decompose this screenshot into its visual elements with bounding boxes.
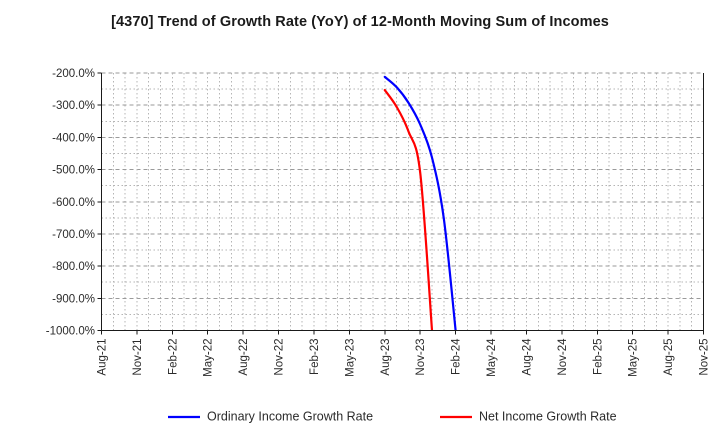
y-axis-tick-labels: -200.0% -300.0% -400.0% -500.0% -600.0% -700.…	[46, 68, 102, 338]
y-axis-tick-label: -400.0%	[52, 132, 95, 144]
x-axis-tick-labels: Aug-21 Nov-21 Feb-22 May-22 Aug-22 Nov-22 Feb-…	[97, 330, 711, 377]
y-axis-tick-label: -300.0%	[52, 100, 95, 112]
x-axis-tick-label: Feb-25	[592, 339, 604, 375]
chart-title: [4370] Trend of Growth Rate (YoY) of 12-…	[111, 14, 609, 30]
major-horizontal-gridlines	[101, 72, 704, 299]
x-axis-tick-label: Feb-22	[167, 339, 179, 375]
x-axis-tick-label: Feb-24	[451, 338, 463, 375]
x-axis-tick-label: Aug-22	[238, 339, 250, 376]
x-axis-tick-label: Nov-25	[699, 339, 711, 376]
series-line-net-income	[383, 88, 434, 331]
y-axis-tick-label: -700.0%	[52, 229, 95, 241]
y-axis-tick-label: -800.0%	[52, 261, 95, 273]
legend-label-net-income: Net Income Growth Rate	[479, 409, 617, 423]
x-axis-tick-label: Aug-21	[97, 339, 109, 376]
y-axis-tick-label: -500.0%	[52, 165, 95, 177]
x-axis-tick-label: Aug-24	[521, 338, 533, 376]
series-line-ordinary-income	[383, 75, 457, 331]
x-axis-tick-label: Aug-25	[663, 339, 675, 376]
x-axis-tick-label: Nov-23	[415, 339, 427, 376]
minor-horizontal-gridlines	[101, 88, 704, 315]
x-axis-tick-label: Nov-24	[557, 338, 569, 376]
x-axis-tick-label: May-24	[486, 338, 498, 377]
x-axis-tick-label: Feb-23	[309, 339, 321, 375]
chart-legend: Ordinary Income Growth Rate Net Income Gr…	[168, 409, 617, 423]
x-axis-tick-label: Aug-23	[380, 339, 392, 376]
x-axis-tick-label: May-22	[203, 339, 215, 377]
y-axis-tick-label: -200.0%	[52, 68, 95, 80]
x-axis-tick-label: May-25	[628, 339, 640, 377]
x-axis-tick-label: Nov-21	[132, 339, 144, 376]
x-axis-tick-label: May-23	[344, 339, 356, 377]
data-series-group	[383, 75, 457, 331]
legend-label-ordinary-income: Ordinary Income Growth Rate	[207, 409, 373, 423]
y-axis-tick-label: -900.0%	[52, 293, 95, 305]
y-axis-tick-label: -600.0%	[52, 197, 95, 209]
y-axis-tick-label: -1000.0%	[46, 326, 95, 338]
axis-frame	[100, 73, 705, 332]
x-axis-tick-label: Nov-22	[274, 339, 286, 376]
